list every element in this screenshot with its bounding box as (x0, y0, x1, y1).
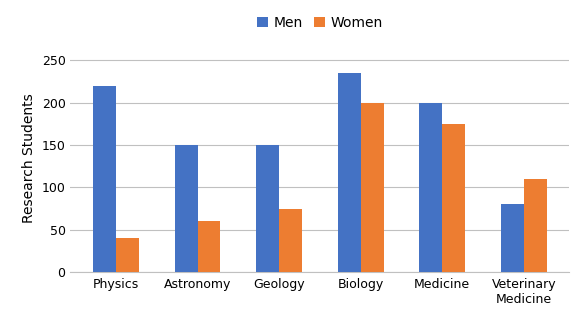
Bar (257, 145, 279, 272)
Bar (116, 238, 139, 272)
Bar (420, 103, 442, 272)
Bar (93, 86, 116, 272)
Bar (442, 124, 465, 272)
Bar (175, 145, 198, 272)
Bar (198, 221, 220, 272)
Bar (501, 205, 524, 272)
Bar (360, 103, 383, 272)
Legend: Men, Women: Men, Women (257, 16, 383, 30)
Y-axis label: Research Students: Research Students (22, 93, 36, 222)
Bar (338, 73, 360, 272)
Bar (279, 208, 302, 272)
Bar (524, 179, 546, 272)
